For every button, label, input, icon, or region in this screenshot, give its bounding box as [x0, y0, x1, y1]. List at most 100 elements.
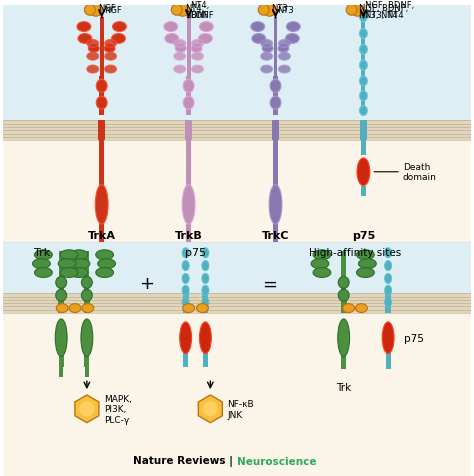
Bar	[362, 13, 365, 116]
Ellipse shape	[251, 22, 264, 32]
Ellipse shape	[200, 22, 213, 32]
Ellipse shape	[356, 250, 374, 260]
Ellipse shape	[82, 304, 94, 313]
Ellipse shape	[70, 250, 88, 260]
Ellipse shape	[164, 22, 178, 32]
Ellipse shape	[56, 290, 67, 301]
Ellipse shape	[182, 248, 189, 258]
Text: Death
domain: Death domain	[403, 163, 437, 182]
Bar	[341, 294, 346, 313]
Ellipse shape	[96, 250, 114, 260]
Ellipse shape	[183, 97, 194, 110]
Text: NF-κB
JNK: NF-κB JNK	[227, 399, 254, 419]
Bar	[202, 294, 209, 313]
Ellipse shape	[58, 259, 76, 269]
Text: TrkC: TrkC	[262, 230, 289, 240]
Ellipse shape	[182, 286, 189, 296]
Ellipse shape	[385, 274, 392, 284]
Ellipse shape	[385, 298, 392, 307]
Bar	[186, 77, 191, 116]
Text: Nature Reviews |: Nature Reviews |	[133, 455, 237, 466]
Bar	[361, 141, 366, 156]
Bar	[341, 251, 346, 294]
Bar	[59, 356, 64, 367]
Ellipse shape	[96, 97, 107, 110]
Ellipse shape	[88, 45, 99, 53]
Ellipse shape	[35, 268, 52, 278]
Ellipse shape	[261, 40, 273, 48]
Ellipse shape	[56, 277, 67, 289]
Bar	[99, 141, 104, 190]
Polygon shape	[75, 395, 99, 423]
Bar	[360, 121, 367, 141]
Ellipse shape	[338, 290, 349, 301]
Bar	[100, 18, 104, 77]
Ellipse shape	[95, 185, 108, 225]
Ellipse shape	[262, 45, 273, 53]
Text: NGF, BDNF,
NT3, NT4: NGF, BDNF, NT3, NT4	[365, 1, 415, 20]
Ellipse shape	[197, 304, 209, 313]
Bar	[99, 77, 104, 116]
Ellipse shape	[82, 290, 92, 301]
Ellipse shape	[286, 22, 300, 32]
Text: NGF: NGF	[98, 4, 116, 13]
Ellipse shape	[87, 66, 99, 74]
Bar	[361, 186, 366, 197]
Ellipse shape	[338, 319, 350, 357]
Ellipse shape	[359, 106, 367, 116]
Ellipse shape	[311, 259, 329, 269]
Ellipse shape	[105, 66, 117, 74]
Bar	[186, 141, 191, 190]
Ellipse shape	[182, 261, 189, 271]
Ellipse shape	[182, 274, 189, 284]
Bar	[59, 363, 63, 377]
Ellipse shape	[175, 45, 186, 53]
Ellipse shape	[279, 66, 291, 74]
Ellipse shape	[191, 53, 203, 61]
Bar	[59, 251, 64, 294]
Circle shape	[203, 401, 218, 416]
Ellipse shape	[202, 274, 209, 284]
Bar	[273, 224, 278, 235]
Ellipse shape	[359, 77, 367, 87]
Ellipse shape	[78, 34, 92, 44]
Ellipse shape	[358, 259, 376, 269]
Ellipse shape	[105, 40, 117, 48]
Ellipse shape	[165, 34, 179, 44]
Text: Neuroscience: Neuroscience	[237, 456, 317, 466]
Ellipse shape	[180, 322, 191, 354]
Bar	[203, 353, 208, 367]
Text: NT3, NT4: NT3, NT4	[359, 11, 398, 20]
Bar	[98, 121, 105, 141]
Ellipse shape	[82, 277, 92, 289]
Circle shape	[346, 5, 357, 16]
Text: BDNF: BDNF	[185, 11, 208, 20]
Ellipse shape	[182, 298, 189, 307]
Ellipse shape	[278, 45, 289, 53]
Bar	[341, 356, 346, 369]
Ellipse shape	[174, 66, 186, 74]
Bar	[183, 353, 188, 367]
Ellipse shape	[313, 268, 331, 278]
Ellipse shape	[35, 250, 52, 260]
Bar	[273, 18, 277, 77]
Text: TrkA: TrkA	[88, 230, 116, 240]
Bar	[84, 294, 90, 313]
Ellipse shape	[356, 304, 367, 313]
Bar	[99, 231, 104, 242]
Ellipse shape	[313, 250, 331, 260]
Circle shape	[79, 401, 94, 416]
Bar	[273, 231, 278, 242]
Bar	[273, 141, 278, 190]
Ellipse shape	[261, 66, 273, 74]
Circle shape	[263, 4, 276, 17]
Bar	[3, 6, 471, 121]
Bar	[59, 298, 64, 300]
Bar	[185, 121, 192, 141]
Bar	[85, 363, 89, 377]
Ellipse shape	[270, 97, 281, 110]
Bar	[99, 224, 104, 235]
Ellipse shape	[183, 80, 194, 93]
Text: p75: p75	[352, 230, 375, 240]
Ellipse shape	[77, 22, 91, 32]
